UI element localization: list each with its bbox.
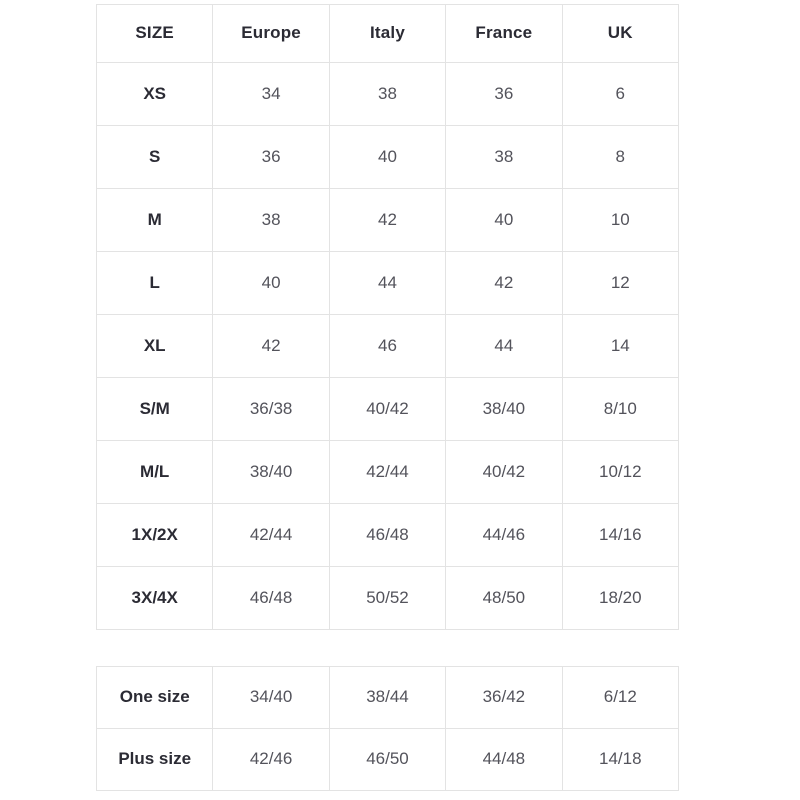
row-label-cell: Plus size xyxy=(95,728,214,791)
size-value-cell: 38 xyxy=(212,188,330,252)
special-size-conversion-table: One size 34/40 38/44 36/42 6/12 Plus size 42/4… xyxy=(95,666,680,791)
size-value-cell: 12 xyxy=(561,251,680,315)
row-label-cell: 1X/2X xyxy=(95,503,214,567)
size-value-cell: 10 xyxy=(561,188,680,252)
size-value-cell: 14/18 xyxy=(561,728,680,791)
size-value-cell: 46/50 xyxy=(328,728,447,791)
column-header-size: SIZE xyxy=(95,4,214,63)
column-header-france: France xyxy=(445,4,563,63)
row-label-cell: S xyxy=(95,125,214,189)
column-header-uk: UK xyxy=(561,4,680,63)
table-row: L 40 44 42 12 xyxy=(95,251,680,315)
size-value-cell: 46/48 xyxy=(212,566,330,630)
size-value-cell: 36 xyxy=(445,62,563,126)
size-conversion-table: SIZE Europe Italy France UK XS 34 38 36 6 S 36 40 38 8… xyxy=(95,4,680,630)
row-label-cell: S/M xyxy=(95,377,214,441)
table-row: 3X/4X 46/48 50/52 48/50 18/20 xyxy=(95,566,680,630)
size-value-cell: 46 xyxy=(328,314,447,378)
size-value-cell: 10/12 xyxy=(561,440,680,504)
size-value-cell: 40/42 xyxy=(328,377,447,441)
size-value-cell: 18/20 xyxy=(561,566,680,630)
size-value-cell: 40/42 xyxy=(445,440,563,504)
size-value-cell: 50/52 xyxy=(328,566,447,630)
row-label-cell: L xyxy=(95,251,214,315)
size-value-cell: 46/48 xyxy=(328,503,447,567)
size-value-cell: 44 xyxy=(445,314,563,378)
size-value-cell: 6/12 xyxy=(561,666,680,729)
table-row: XS 34 38 36 6 xyxy=(95,62,680,126)
size-value-cell: 40 xyxy=(445,188,563,252)
size-value-cell: 34 xyxy=(212,62,330,126)
size-value-cell: 42/46 xyxy=(212,728,330,791)
table-row: M 38 42 40 10 xyxy=(95,188,680,252)
size-value-cell: 38 xyxy=(445,125,563,189)
size-charts-container: SIZE Europe Italy France UK XS 34 38 36 6 S 36 40 38 8… xyxy=(95,4,680,791)
size-value-cell: 44/48 xyxy=(445,728,563,791)
size-value-cell: 38 xyxy=(328,62,447,126)
row-label-cell: XL xyxy=(95,314,214,378)
size-value-cell: 44/46 xyxy=(445,503,563,567)
size-value-cell: 42/44 xyxy=(212,503,330,567)
row-label-cell: M/L xyxy=(95,440,214,504)
table-row: One size 34/40 38/44 36/42 6/12 xyxy=(95,666,680,729)
row-label-cell: XS xyxy=(95,62,214,126)
table-row: M/L 38/40 42/44 40/42 10/12 xyxy=(95,440,680,504)
size-value-cell: 42/44 xyxy=(328,440,447,504)
header-row: SIZE Europe Italy France UK xyxy=(95,4,680,63)
size-value-cell: 14/16 xyxy=(561,503,680,567)
size-value-cell: 36/38 xyxy=(212,377,330,441)
row-label-cell: 3X/4X xyxy=(95,566,214,630)
size-value-cell: 40 xyxy=(212,251,330,315)
table-row: XL 42 46 44 14 xyxy=(95,314,680,378)
column-header-europe: Europe xyxy=(212,4,330,63)
size-value-cell: 14 xyxy=(561,314,680,378)
size-value-cell: 42 xyxy=(445,251,563,315)
size-value-cell: 36 xyxy=(212,125,330,189)
size-value-cell: 40 xyxy=(328,125,447,189)
size-value-cell: 8 xyxy=(561,125,680,189)
size-value-cell: 44 xyxy=(328,251,447,315)
size-value-cell: 6 xyxy=(561,62,680,126)
size-value-cell: 42 xyxy=(212,314,330,378)
size-value-cell: 38/40 xyxy=(212,440,330,504)
table-row: 1X/2X 42/44 46/48 44/46 14/16 xyxy=(95,503,680,567)
row-label-cell: One size xyxy=(95,666,214,729)
table-row: S 36 40 38 8 xyxy=(95,125,680,189)
size-value-cell: 38/40 xyxy=(445,377,563,441)
table-row: S/M 36/38 40/42 38/40 8/10 xyxy=(95,377,680,441)
size-value-cell: 42 xyxy=(328,188,447,252)
size-value-cell: 36/42 xyxy=(445,666,563,729)
column-header-italy: Italy xyxy=(328,4,447,63)
size-value-cell: 38/44 xyxy=(328,666,447,729)
row-label-cell: M xyxy=(95,188,214,252)
size-value-cell: 8/10 xyxy=(561,377,680,441)
size-value-cell: 34/40 xyxy=(212,666,330,729)
size-value-cell: 48/50 xyxy=(445,566,563,630)
table-row: Plus size 42/46 46/50 44/48 14/18 xyxy=(95,728,680,791)
